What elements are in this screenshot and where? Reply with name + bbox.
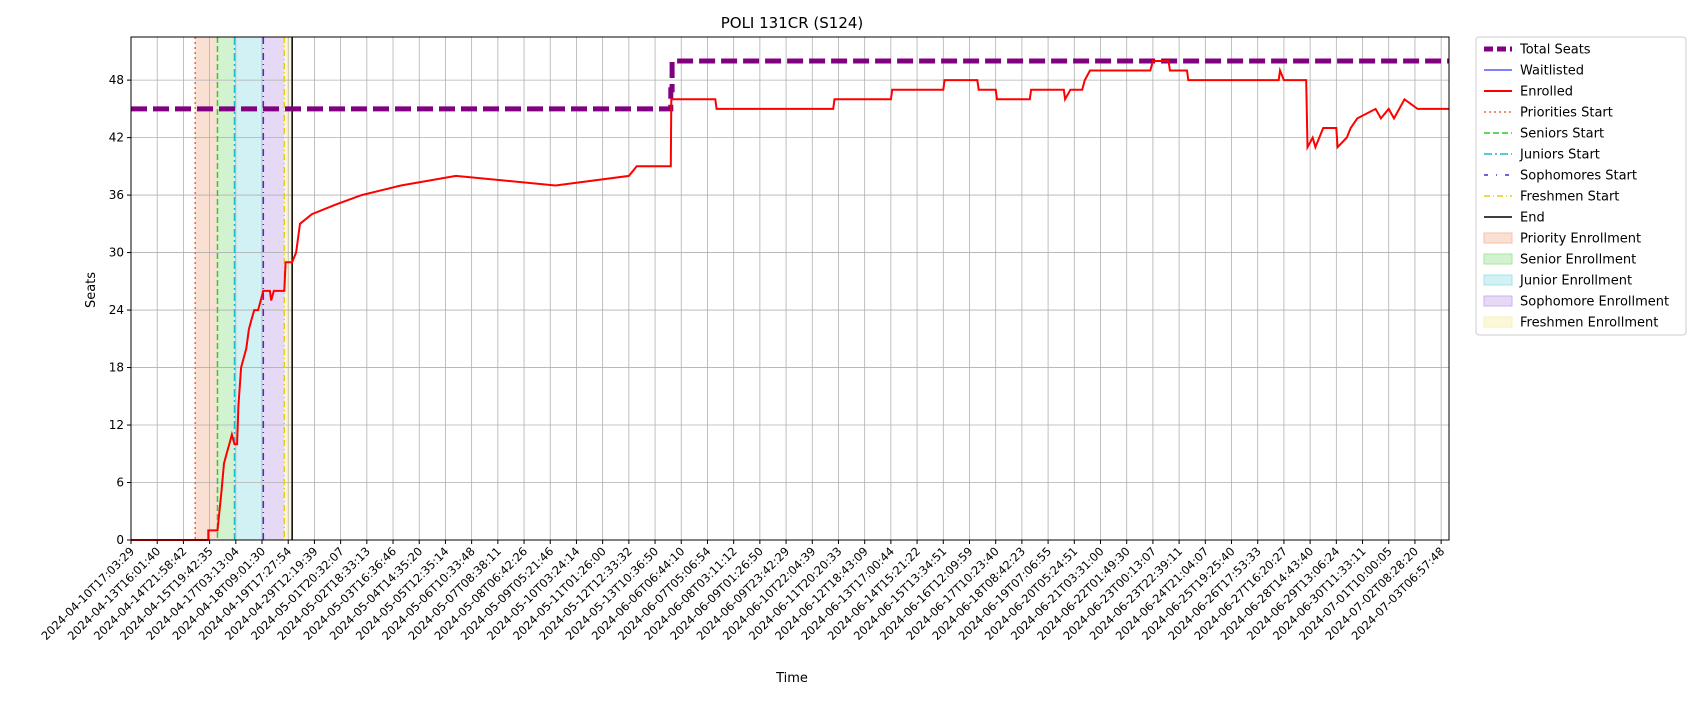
y-tick-label: 18	[109, 361, 124, 375]
y-tick-label: 36	[109, 188, 124, 202]
legend-label: Freshmen Start	[1520, 190, 1619, 205]
legend-label: Priorities Start	[1520, 106, 1613, 121]
legend-label: End	[1520, 211, 1545, 226]
legend-swatch	[1483, 274, 1513, 286]
phase-band-1	[195, 37, 218, 540]
legend-label: Freshmen Enrollment	[1520, 316, 1658, 331]
phase-band-2	[217, 37, 235, 540]
legend-label: Seniors Start	[1520, 127, 1604, 142]
phase-bands	[195, 37, 293, 540]
legend: Total Seats Waitlisted Enrolled Priorities …	[1475, 36, 1687, 336]
legend-swatch	[1483, 316, 1513, 328]
y-tick-label: 0	[116, 533, 124, 547]
legend-swatch	[1483, 232, 1513, 244]
legend-label: Waitlisted	[1520, 64, 1584, 79]
y-tick-label: 6	[116, 476, 124, 490]
y-tick-label: 12	[109, 418, 124, 432]
legend-box	[1475, 36, 1687, 336]
legend-label: Sophomores Start	[1520, 169, 1637, 184]
series-line-1	[131, 58, 1449, 112]
phase-markers	[194, 37, 293, 540]
legend-swatch	[1483, 253, 1513, 265]
legend-label: Senior Enrollment	[1520, 253, 1636, 268]
y-tick-label: 24	[109, 303, 124, 317]
phase-band-3	[234, 37, 264, 540]
legend-label: Juniors Start	[1519, 148, 1600, 163]
legend-label: Priority Enrollment	[1520, 232, 1641, 247]
phase-band-4	[263, 37, 285, 540]
legend-label: Enrolled	[1520, 85, 1573, 100]
chart-title: POLI 131CR (S124)	[721, 14, 864, 32]
x-axis-label: Time	[775, 671, 808, 686]
plot-area	[131, 37, 1449, 540]
x-axis: 2024-04-10T17:03:292024-04-13T16:01:4020…	[38, 540, 1447, 643]
legend-label: Sophomore Enrollment	[1520, 295, 1669, 310]
plot-background	[131, 37, 1449, 540]
plot-frame	[130, 36, 1450, 541]
legend-swatch	[1483, 295, 1513, 307]
y-tick-label: 30	[109, 246, 124, 260]
y-tick-label: 42	[109, 131, 124, 145]
y-tick-label: 48	[109, 73, 124, 87]
y-axis: 0 6 12 18 24 30 36 42 48	[109, 73, 131, 547]
y-axis-label: Seats	[84, 272, 99, 308]
plot-border	[130, 36, 1450, 541]
legend-label: Junior Enrollment	[1519, 274, 1632, 289]
legend-label: Total Seats	[1519, 43, 1591, 58]
series-line-3	[131, 60, 1449, 541]
